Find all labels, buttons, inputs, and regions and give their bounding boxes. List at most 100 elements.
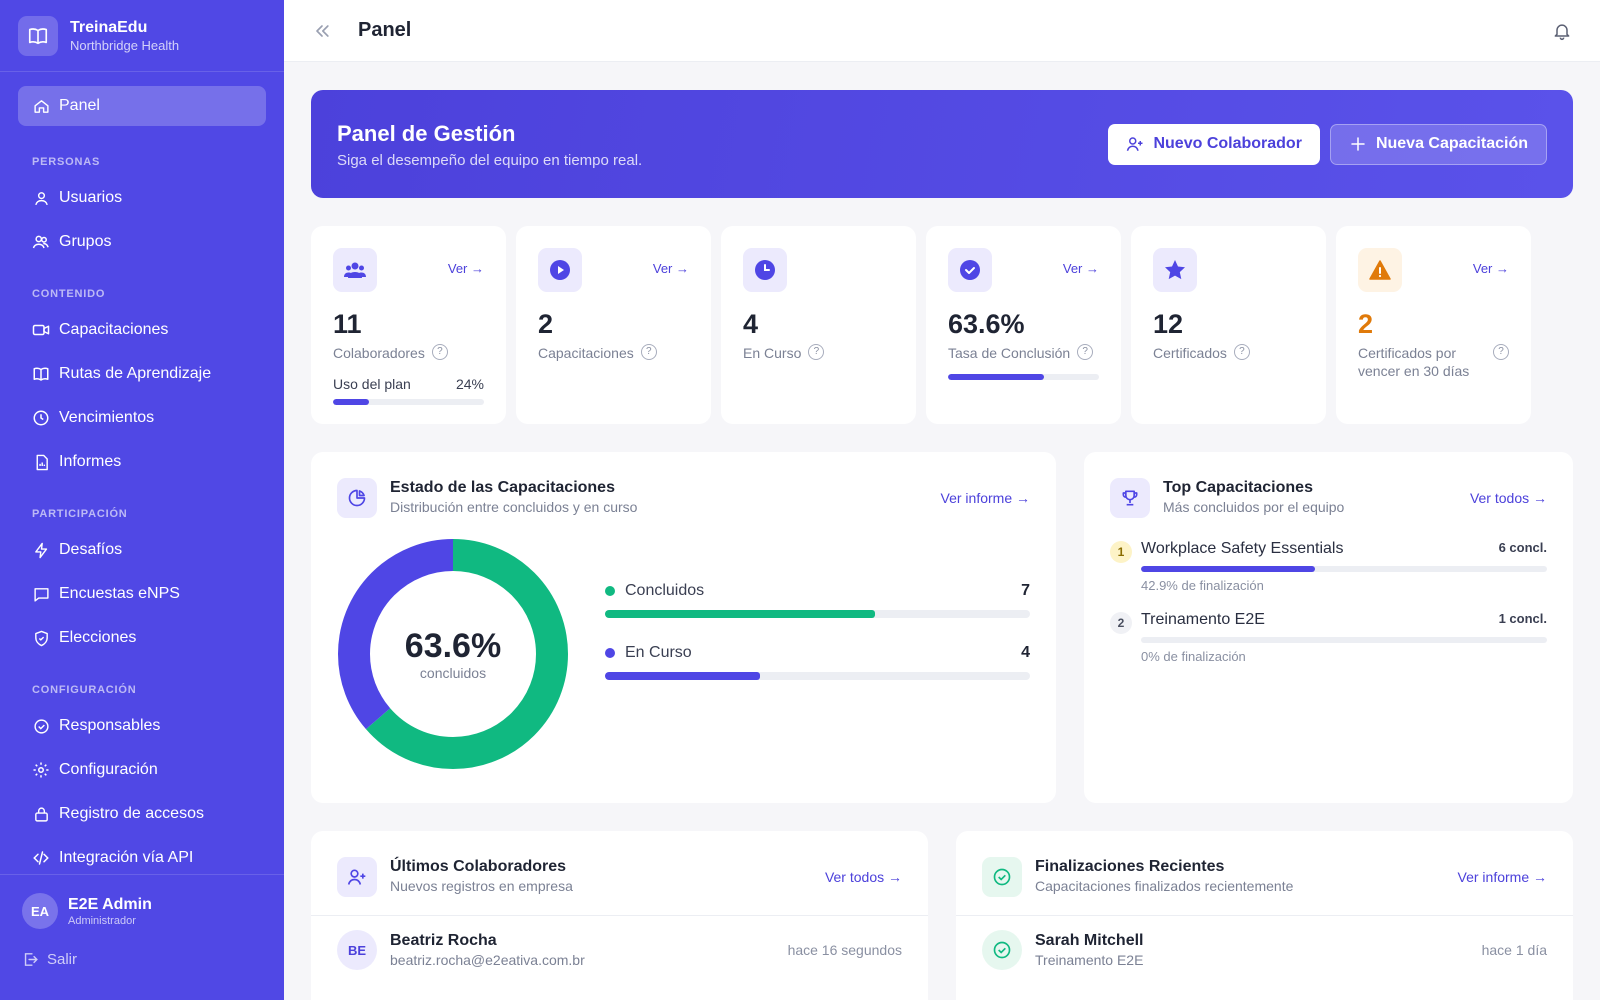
stat-view-link[interactable]: Ver → [1472,261,1509,276]
sidebar-item-desafios[interactable]: Desafíos [18,530,266,570]
bell-icon[interactable] [1552,21,1572,41]
collapse-sidebar-icon[interactable] [312,21,332,41]
sidebar-item-label: Usuarios [59,189,123,206]
clock-icon [32,409,50,427]
stat-card-collaborators: Ver → 11 Colaboradores? Uso del plan 24% [311,226,506,424]
training-progress-fill [1141,566,1316,572]
hero-title: Panel de Gestión [337,120,516,146]
card-title: Top Capacitaciones [1163,479,1313,496]
user-icon [32,189,50,207]
sidebar-item-responsables[interactable]: Responsables [18,706,266,746]
sidebar-item-rutas[interactable]: Rutas de Aprendizaje [18,354,266,394]
sidebar-item-label: Rutas de Aprendizaje [59,365,212,382]
users-icon [32,233,50,251]
legend-label: Concluidos [625,582,705,599]
sidebar-item-encuestas[interactable]: Encuestas eNPS [18,574,266,614]
plan-usage-label: Uso del plan [333,376,411,392]
sidebar-item-label: Vencimientos [59,409,155,426]
video-icon [32,321,50,339]
chat-icon [32,585,50,603]
legend-bar-fill [605,610,876,618]
card-subtitle: Nuevos registros en empresa [390,878,573,894]
new-collaborator-button[interactable]: Nuevo Colaborador [1108,123,1320,165]
avatar: EA [22,893,58,929]
sidebar-item-grupos[interactable]: Grupos [18,222,266,262]
sidebar-item-label: Desafíos [59,541,123,558]
plan-usage-bar-fill [333,399,370,405]
stat-value: 2 [1358,309,1374,339]
card-subtitle: Distribución entre concluidos y en curso [390,499,638,515]
stat-value: 12 [1153,309,1184,339]
sidebar-item-vencimientos[interactable]: Vencimientos [18,398,266,438]
gear-icon [32,761,50,779]
brand[interactable]: TreinaEdu Northbridge Health [0,0,284,72]
sidebar-item-label: Configuración [59,761,158,778]
sidebar: TreinaEdu Northbridge Health Panel PERSO… [0,0,284,1000]
list-item[interactable]: BE Beatriz Rocha beatriz.rocha@e2eativa.… [311,915,928,984]
plus-icon [1349,135,1367,153]
shield-icon [32,629,50,647]
user-profile[interactable]: EA E2E Admin Administrador [0,875,284,929]
new-training-button[interactable]: Nueva Capacitación [1329,123,1547,165]
sidebar-item-configuracion[interactable]: Configuración [18,750,266,790]
view-all-link[interactable]: Ver todos → [824,869,902,885]
top-training-item[interactable]: 2 Treinamento E2E 1 concl. 0% de finaliz… [1084,611,1573,664]
stat-label: Tasa de Conclusión [948,345,1071,361]
stat-label-row: Certificados por vencer en 30 días? [1358,344,1509,380]
view-all-link[interactable]: Ver todos → [1469,490,1547,506]
donut-segment-in-progress [338,539,568,769]
stat-view-link[interactable]: Ver → [652,261,689,276]
sidebar-item-label: Encuestas eNPS [59,585,180,602]
page-title: Panel [358,19,412,41]
legend-item-completed: Concluidos 7 [605,582,1030,618]
legend-label: En Curso [625,644,692,661]
report-icon [32,453,50,471]
sidebar-item-usuarios[interactable]: Usuarios [18,178,266,218]
logout-label: Salir [47,951,78,968]
user-name: E2E Admin [68,895,152,913]
sidebar-item-elecciones[interactable]: Elecciones [18,618,266,658]
training-count: 1 concl. [1498,611,1547,626]
new-collaborator-label: Nuevo Colaborador [1153,135,1302,152]
pie-chart-icon [337,478,377,518]
nav-section-title: CONFIGURACIÓN [32,684,137,696]
training-percent: 0% de finalización [1141,649,1246,664]
trophy-icon [1110,478,1150,518]
help-icon[interactable]: ? [640,344,657,360]
help-icon[interactable]: ? [1493,344,1509,360]
lock-icon [32,805,50,823]
list-item[interactable]: Sarah Mitchell Treinamento E2E hace 1 dí… [956,915,1573,984]
sidebar-item-panel[interactable]: Panel [18,86,266,126]
legend-dot [605,648,615,658]
view-report-link[interactable]: Ver informe → [1457,869,1547,885]
view-report-link[interactable]: Ver informe → [940,490,1030,506]
check-circle-icon [982,857,1022,897]
user-role: Administrador [68,914,136,927]
warning-icon [1358,248,1402,292]
rank-badge: 1 [1110,541,1132,563]
recent-completions-card: Finalizaciones Recientes Capacitaciones … [956,831,1573,1000]
stat-view-link[interactable]: Ver → [1062,261,1099,276]
sidebar-item-registro[interactable]: Registro de accesos [18,794,266,834]
sidebar-item-informes[interactable]: Informes [18,442,266,482]
status-legend: Concluidos 7 En Curso 4 [605,582,1030,706]
hero-subtitle: Siga el desempeño del equipo en tiempo r… [337,151,643,169]
timestamp: hace 1 día [1481,942,1547,958]
sidebar-item-capacitaciones[interactable]: Capacitaciones [18,310,266,350]
users-icon [333,248,377,292]
charts-row: Estado de las Capacitaciones Distribució… [311,452,1573,803]
completion-user-name: Sarah Mitchell [1035,932,1144,949]
logout-button[interactable]: Salir [0,951,284,968]
help-icon[interactable]: ? [808,344,825,360]
sidebar-item-api[interactable]: Integración vía API [18,838,266,878]
stat-view-link[interactable]: Ver → [447,261,484,276]
stat-label: Certificados por vencer en 30 días [1358,345,1470,379]
help-icon[interactable]: ? [1077,344,1094,360]
top-training-item[interactable]: 1 Workplace Safety Essentials 6 concl. 4… [1084,540,1573,593]
completion-course: Treinamento E2E [1035,952,1144,968]
help-icon[interactable]: ? [431,344,448,360]
map-icon [32,365,50,383]
help-icon[interactable]: ? [1233,344,1250,360]
stat-label-row: Tasa de Conclusión? [948,344,1099,362]
nav-section-title: PARTICIPACIÓN [32,508,128,520]
